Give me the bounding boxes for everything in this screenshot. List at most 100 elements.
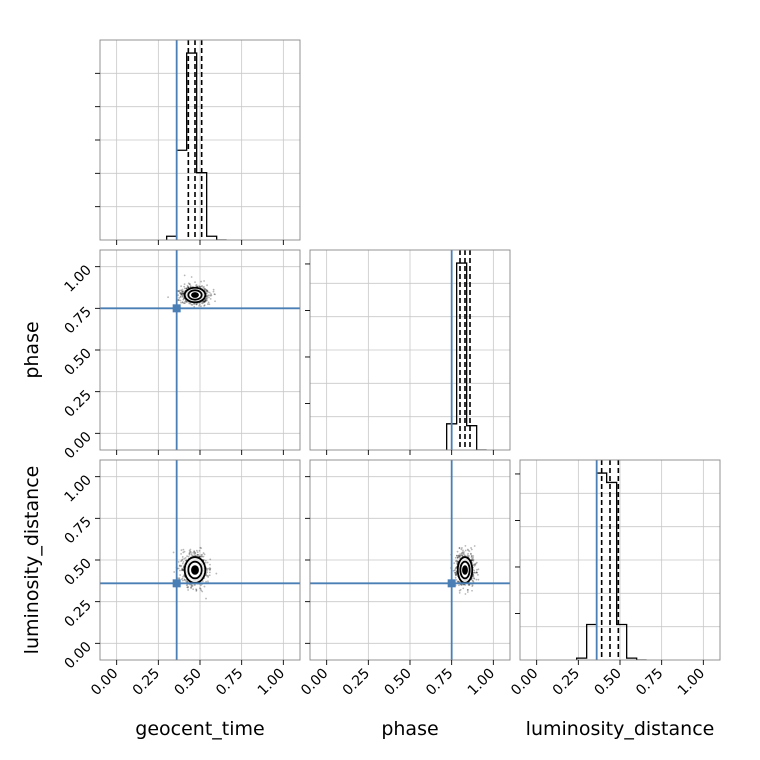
sample-point	[183, 274, 186, 277]
sample-point	[456, 556, 459, 559]
x-tick-label: 0.50	[591, 666, 624, 699]
sample-point	[213, 293, 216, 296]
sample-point	[186, 555, 188, 557]
sample-point	[454, 556, 457, 559]
sample-point	[470, 556, 473, 559]
sample-point	[203, 304, 206, 307]
sample-point	[179, 292, 181, 295]
sample-point	[182, 568, 185, 570]
sample-point	[202, 286, 205, 289]
sample-point	[189, 302, 192, 305]
sample-point	[199, 584, 202, 587]
scatter-panel-geocent_time-vs-luminosity_distance: 0.00 0.25 0.50 0.75 1.000.000.250.500.751.00	[61, 459, 301, 699]
sample-point	[181, 301, 184, 304]
sample-point	[474, 571, 477, 574]
sample-point	[461, 552, 464, 554]
x-tick-label: 1.00	[255, 666, 288, 699]
sample-point	[180, 293, 183, 296]
sample-point	[181, 558, 184, 561]
sample-point	[198, 285, 201, 288]
sample-point	[201, 302, 204, 305]
sample-point	[212, 290, 215, 293]
sample-point	[181, 292, 184, 295]
sample-point	[184, 300, 186, 303]
sample-point	[455, 578, 458, 581]
scatter-panel-phase-vs-luminosity_distance: 0.00 0.25 0.50 0.75 1.00	[298, 459, 511, 699]
sample-point	[198, 303, 201, 306]
sample-point	[181, 291, 184, 293]
sample-point	[207, 567, 210, 570]
sample-point	[173, 571, 176, 573]
sample-point	[462, 549, 464, 552]
sample-point	[183, 297, 185, 300]
x-tick-label: 0.50	[171, 666, 204, 699]
sample-point	[167, 296, 169, 299]
x-tick-label: 0.00	[508, 666, 541, 699]
y-tick-label: 0.00	[61, 639, 94, 672]
sample-point	[183, 285, 186, 288]
y-axis-title-phase: phase	[21, 321, 43, 378]
sample-point	[475, 561, 478, 564]
sample-point	[460, 554, 463, 557]
sample-point	[454, 573, 457, 576]
y-tick-label: 0.50	[61, 556, 94, 589]
sample-point	[182, 551, 185, 554]
sample-point	[470, 559, 473, 562]
sample-point	[455, 567, 457, 569]
sample-point	[453, 562, 456, 564]
sample-point	[473, 563, 476, 566]
sample-point	[455, 572, 458, 574]
x-tick-label: 0.00	[88, 666, 121, 699]
sample-point	[185, 301, 188, 303]
sample-point	[463, 554, 466, 557]
sample-point	[182, 293, 184, 295]
sample-point	[471, 559, 473, 562]
sample-point	[203, 301, 205, 304]
sample-point	[181, 577, 184, 580]
sample-point	[202, 300, 204, 303]
sample-point	[192, 588, 195, 591]
sample-point	[468, 584, 471, 586]
sample-point	[459, 556, 461, 559]
sample-point	[187, 589, 189, 591]
sample-point	[186, 300, 188, 303]
sample-point	[459, 555, 461, 558]
contour-core	[191, 565, 199, 575]
sample-point	[468, 550, 471, 553]
sample-point	[180, 291, 182, 294]
sample-point	[186, 285, 189, 288]
sample-point	[205, 293, 208, 295]
sample-point	[476, 571, 479, 574]
sample-point	[477, 573, 479, 576]
sample-point	[186, 583, 189, 586]
sample-point	[467, 589, 469, 591]
sample-point	[187, 586, 189, 589]
sample-point	[185, 580, 188, 583]
sample-point	[185, 287, 188, 290]
sample-point	[471, 579, 474, 582]
sample-point	[205, 567, 208, 570]
sample-point	[179, 574, 182, 576]
sample-point	[207, 303, 209, 305]
sample-point	[188, 551, 191, 554]
sample-point	[201, 590, 204, 593]
sample-point	[473, 571, 476, 574]
sample-point	[454, 571, 457, 574]
sample-point	[180, 553, 182, 555]
sample-point	[198, 555, 201, 558]
sample-point	[199, 587, 201, 590]
sample-point	[200, 547, 203, 550]
sample-point	[214, 293, 216, 296]
sample-point	[194, 554, 197, 557]
sample-point	[472, 556, 475, 559]
sample-point	[205, 290, 208, 293]
x-tick-label: 0.75	[423, 666, 456, 699]
sample-point	[206, 295, 208, 297]
sample-point	[476, 568, 478, 571]
sample-point	[215, 572, 218, 575]
sample-point	[456, 550, 459, 553]
sample-point	[202, 285, 205, 288]
sample-point	[187, 286, 190, 289]
sample-point	[190, 584, 193, 587]
